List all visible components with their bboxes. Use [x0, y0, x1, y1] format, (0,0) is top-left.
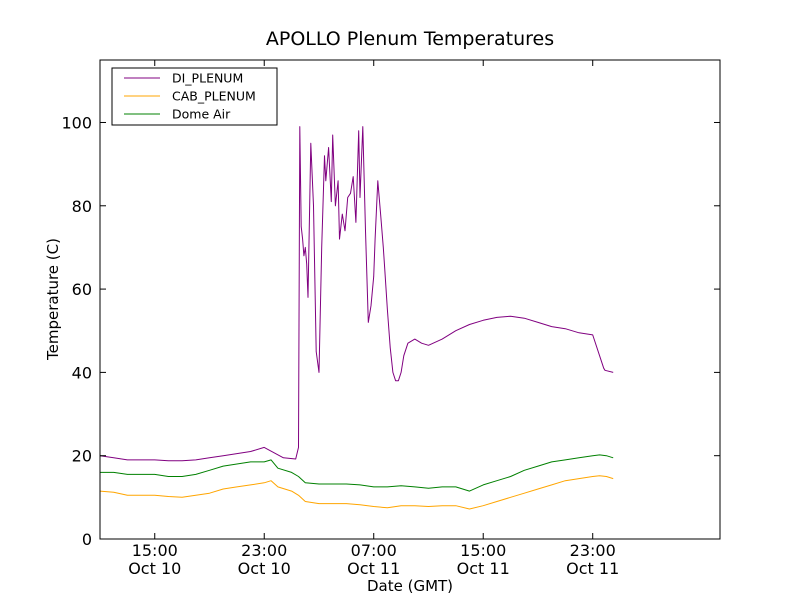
x-tick-time-label: 15:00 [132, 541, 178, 560]
y-tick-label: 40 [72, 363, 92, 382]
series-line-cab-plenum [100, 475, 614, 510]
x-tick-date-label: Oct 11 [566, 559, 619, 578]
x-tick-time-label: 07:00 [351, 541, 397, 560]
x-tick-date-label: Oct 11 [457, 559, 510, 578]
legend-label: Dome Air [172, 107, 231, 122]
x-tick-time-label: 15:00 [460, 541, 506, 560]
x-tick-date-label: Oct 10 [238, 559, 291, 578]
y-tick-label: 20 [72, 447, 92, 466]
x-tick-date-label: Oct 11 [347, 559, 400, 578]
y-tick-label: 60 [72, 280, 92, 299]
y-tick-label: 80 [72, 197, 92, 216]
x-tick-time-label: 23:00 [241, 541, 287, 560]
x-axis-label: Date (GMT) [367, 577, 453, 595]
chart-title: APOLLO Plenum Temperatures [266, 28, 554, 50]
x-tick-time-label: 23:00 [570, 541, 616, 560]
series-line-di-plenum [100, 126, 614, 462]
plot-frame [99, 59, 721, 540]
legend-label: DI_PLENUM [172, 71, 243, 86]
x-tick-date-label: Oct 10 [128, 559, 181, 578]
series-line-dome-air [100, 454, 614, 492]
legend-label: CAB_PLENUM [172, 89, 256, 104]
y-tick-label: 100 [61, 113, 92, 132]
y-axis-label: Temperature (C) [44, 238, 62, 361]
y-tick-label: 0 [82, 530, 92, 549]
legend: DI_PLENUM CAB_PLENUM Dome Air [111, 67, 278, 126]
